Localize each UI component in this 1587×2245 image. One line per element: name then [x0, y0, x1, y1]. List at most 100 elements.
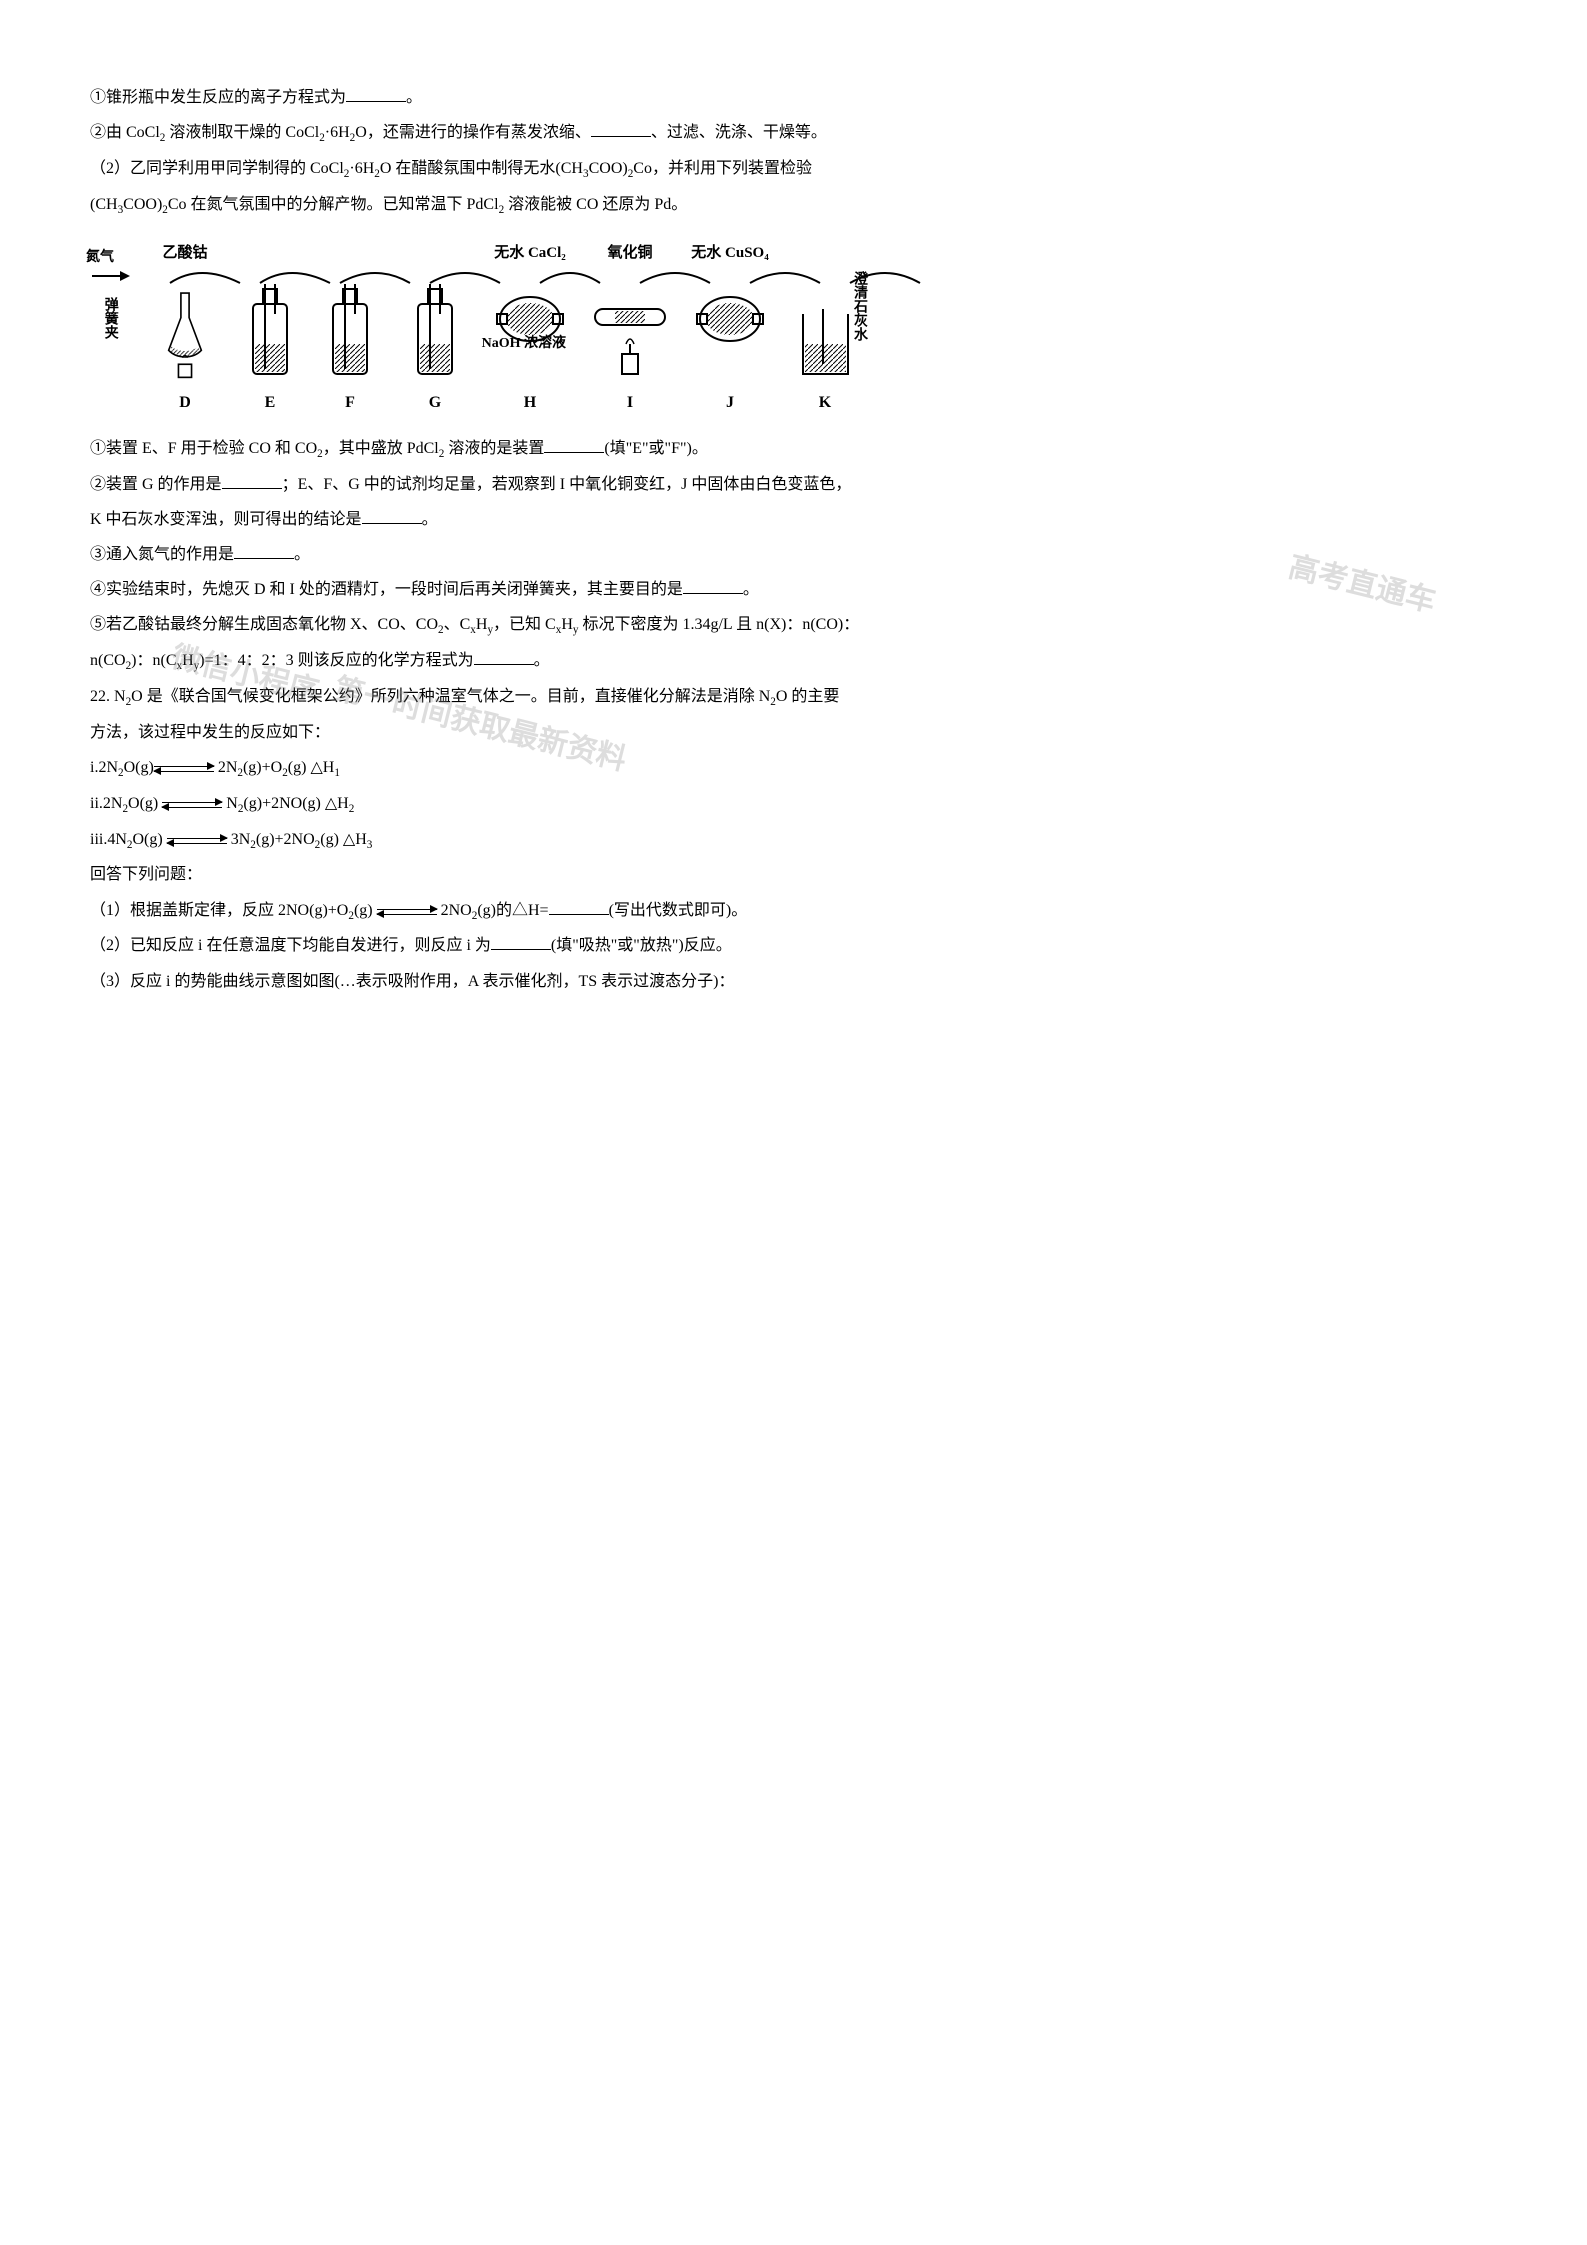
label-D: D [179, 385, 191, 420]
text: 2NO [437, 902, 472, 919]
text: 2N [214, 759, 238, 776]
text: n(CO [90, 652, 126, 669]
text: ③通入氮气的作用是 [90, 546, 234, 563]
bottle-F [325, 284, 375, 379]
text: iii.4N [90, 831, 127, 848]
q-part2-line1: （2）乙同学利用甲同学制得的 CoCl2·6H2O 在醋酸氛围中制得无水(CH3… [90, 151, 1497, 187]
watermark-region: 高考直通车 微信小程序 第一时间获取最新资料 ④实验结束时，先熄灭 D 和 I … [90, 572, 1497, 750]
text: O 在醋酸氛围中制得无水(CH [380, 160, 583, 177]
text: (g) [354, 902, 377, 919]
q-n2-purpose: ③通入氮气的作用是 。 [90, 537, 1497, 572]
sub: 2 [349, 803, 355, 815]
label-H: H [524, 385, 536, 420]
text: Co，并利用下列装置检验 [633, 160, 812, 177]
text: ，其中盛放 PdCl [323, 440, 439, 457]
sub: 1 [334, 767, 340, 779]
text: i.2N [90, 759, 118, 776]
text: 、C [444, 616, 471, 633]
text: )=1：4：2：3 则该反应的化学方程式为 [199, 652, 473, 669]
text: ②由 CoCl [90, 124, 160, 141]
text: 。 [294, 546, 310, 563]
blank [474, 648, 534, 665]
label-J-top: 无水 CuSO₄ [691, 237, 768, 270]
text: ·6H [349, 160, 374, 177]
text: （2）乙同学利用甲同学制得的 CoCl [90, 160, 344, 177]
text: ·6H [325, 124, 350, 141]
text: ，已知 C [493, 616, 556, 633]
text: 。 [422, 511, 438, 528]
blank [346, 85, 406, 102]
text: （2）已知反应 i 在任意温度下均能自发进行，则反应 i 为 [90, 937, 491, 954]
text: (填"吸热"或"放热")反应。 [551, 937, 732, 954]
apparatus-diagram: 氮气 弹簧夹 乙酸钴 D [90, 241, 1497, 421]
drying-tube-H [495, 289, 565, 349]
bottle-G [410, 284, 460, 379]
label-H-top: 无水 CaCl₂ [494, 237, 566, 270]
text: (g) △H [320, 831, 367, 848]
q-device-G-2: K 中石灰水变浑浊，则可得出的结论是 。 [90, 502, 1497, 537]
text: 、过滤、洗涤、干燥等。 [651, 124, 827, 141]
beaker-K [798, 309, 853, 379]
text: 。 [406, 89, 422, 106]
q22-sub1: （1）根据盖斯定律，反应 2NO(g)+O2(g) 2NO2(g)的△H=(写出… [90, 893, 1497, 929]
text: (g)的△H= [477, 902, 548, 919]
q-decomp-2: n(CO2)：n(CxHy)=1：4：2：3 则该反应的化学方程式为。 [90, 643, 1497, 679]
bottle-E [245, 284, 295, 379]
text: O 是《联合国气候变化框架公约》所列六种温室气体之一。目前，直接催化分解法是消除… [131, 688, 770, 705]
q22-intro-2: 方法，该过程中发生的反应如下： [90, 715, 1497, 750]
q22-sub3: （3）反应 i 的势能曲线示意图如图(…表示吸附作用，A 表示催化剂，TS 表示… [90, 964, 1497, 999]
text: ⑤若乙酸钴最终分解生成固态氧化物 X、CO、CO [90, 616, 438, 633]
label-F: F [345, 385, 355, 420]
label-D-top: 乙酸钴 [162, 237, 207, 270]
blank [491, 933, 551, 950]
q22-sub2: （2）已知反应 i 在任意温度下均能自发进行，则反应 i 为 (填"吸热"或"放热… [90, 928, 1497, 963]
text: ②装置 G 的作用是 [90, 476, 222, 493]
text: (g) △H [288, 759, 335, 776]
text: (g)+O [243, 759, 282, 776]
text: ①装置 E、F 用于检验 CO 和 CO [90, 440, 317, 457]
q22-intro-1: 22. N2O 是《联合国气候变化框架公约》所列六种温室气体之一。目前，直接催化… [90, 679, 1497, 715]
label-I: I [627, 385, 633, 420]
text: COO) [123, 196, 162, 213]
eq-i: i.2N2O(g) 2N2(g)+O2(g) △H1 [90, 750, 1497, 786]
blank [591, 120, 651, 137]
combustion-tube-I [590, 289, 670, 379]
q-cocl2-prep: ②由 CoCl2 溶液制取干燥的 CoCl2·6H2O，还需进行的操作有蒸发浓缩… [90, 115, 1497, 151]
text: O，还需进行的操作有蒸发浓缩、 [355, 124, 591, 141]
text: K 中石灰水变浑浊，则可得出的结论是 [90, 511, 362, 528]
text: COO) [589, 160, 628, 177]
blank [362, 507, 422, 524]
q-ionic-eq: ①锥形瓶中发生反应的离子方程式为 。 [90, 80, 1497, 115]
text: (写出代数式即可)。 [609, 902, 748, 919]
text: （1）根据盖斯定律，反应 2NO(g)+O [90, 902, 348, 919]
label-E: E [265, 385, 276, 420]
label-K: K [819, 385, 831, 420]
text: 溶液制取干燥的 CoCl [165, 124, 319, 141]
text: ii.2N [90, 795, 122, 812]
text: H [561, 616, 573, 633]
text: ④实验结束时，先熄灭 D 和 I 处的酒精灯，一段时间后再关闭弹簧夹，其主要目的… [90, 581, 683, 598]
text: H [476, 616, 488, 633]
spring-clip-label: 弹簧夹 [94, 297, 125, 339]
text: N [222, 795, 238, 812]
blank [222, 472, 282, 489]
flask-D [155, 289, 215, 379]
text: 溶液能被 CO 还原为 Pd。 [504, 196, 687, 213]
text: O(g) [128, 795, 162, 812]
q-shutdown: ④实验结束时，先熄灭 D 和 I 处的酒精灯，一段时间后再关闭弹簧夹，其主要目的… [90, 572, 1497, 607]
text: 回答下列问题： [90, 866, 202, 883]
label-J: J [726, 385, 734, 420]
blank [234, 542, 294, 559]
blank [544, 436, 604, 453]
text: ①锥形瓶中发生反应的离子方程式为 [90, 89, 346, 106]
q-part2-line2: (CH3COO)2Co 在氮气氛围中的分解产物。已知常温下 PdCl2 溶液能被… [90, 187, 1497, 223]
sub: 3 [367, 839, 373, 851]
text: （3）反应 i 的势能曲线示意图如图(…表示吸附作用，A 表示催化剂，TS 表示… [90, 973, 734, 990]
eq-iii: iii.4N2O(g) 3N2(g)+2NO2(g) △H3 [90, 822, 1497, 858]
text: ；E、F、G 中的试剂均足量，若观察到 I 中氧化铜变红，J 中固体由白色变蓝色… [282, 476, 852, 493]
text: O(g) [124, 759, 154, 776]
text: O(g) [132, 831, 166, 848]
text: Co 在氮气氛围中的分解产物。已知常温下 PdCl [168, 196, 499, 213]
blank [683, 577, 743, 594]
q-device-G-1: ②装置 G 的作用是 ；E、F、G 中的试剂均足量，若观察到 I 中氧化铜变红，J… [90, 467, 1497, 502]
